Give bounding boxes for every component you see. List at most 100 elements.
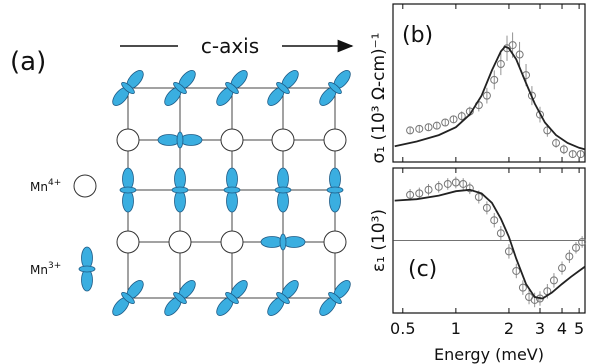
data-point	[459, 179, 468, 188]
ring	[173, 291, 187, 305]
mn4-ion	[116, 230, 140, 254]
data-point	[406, 126, 415, 135]
data-point	[504, 247, 513, 256]
y-axis-label: σ₁ (10³ Ω-cm)⁻¹	[369, 33, 389, 164]
ring	[121, 81, 135, 95]
ring	[225, 81, 239, 95]
data-point	[568, 150, 577, 159]
ring	[328, 291, 342, 305]
panel-label: (c)	[408, 257, 437, 282]
mn4-ion	[220, 230, 244, 254]
mn4-ion	[116, 128, 140, 152]
data-point	[490, 75, 499, 84]
ring	[326, 186, 344, 194]
data-point	[441, 118, 450, 127]
ring	[225, 291, 239, 305]
data-point	[449, 115, 458, 124]
mn3-orbital	[326, 167, 344, 213]
data-point	[576, 150, 585, 159]
ring	[276, 291, 290, 305]
data-point	[457, 112, 466, 121]
data-point	[496, 60, 505, 69]
axis-label: c-axis	[201, 34, 259, 58]
mn4-ion	[271, 128, 295, 152]
plot: σ₁ (10³ Ω-cm)⁻¹ (b)	[369, 3, 586, 164]
data-point	[512, 266, 521, 275]
mn4-ion	[73, 174, 97, 198]
data-point	[406, 190, 415, 199]
legend-label: Mn3+	[30, 261, 61, 277]
x-tick-label: 4	[557, 319, 567, 338]
ring	[171, 186, 189, 194]
data-point	[432, 121, 441, 130]
data-point	[451, 178, 460, 187]
x-axis-label: Energy (meV)	[434, 345, 544, 364]
mn3-orbital	[319, 70, 351, 106]
mn3-orbital	[319, 280, 351, 316]
mn3-orbital	[157, 131, 203, 149]
data-point	[558, 264, 567, 273]
ring	[223, 186, 241, 194]
x-tick-label: 0.5	[390, 319, 415, 338]
x-tick-label: 3	[535, 319, 545, 338]
charge: 4+	[48, 178, 61, 188]
data-point	[559, 145, 568, 154]
mn3-orbital	[267, 70, 299, 106]
legend-label: Mn4+	[30, 178, 61, 194]
data-point	[549, 276, 558, 285]
data-point	[424, 123, 433, 132]
data-point	[424, 185, 433, 194]
y-axis-label: ε₁ (10³)	[369, 209, 389, 272]
mn3-orbital	[260, 233, 306, 251]
charge: 3+	[48, 261, 61, 271]
x-tick-label: 5	[574, 319, 584, 338]
panel-label: (a)	[10, 47, 46, 77]
plot: 0.5 1 2 3 4 5 Energy (meV) ε₁ (10³) (c)	[369, 167, 587, 364]
data-point	[515, 50, 524, 59]
data-point	[434, 182, 443, 191]
ring	[78, 265, 96, 273]
mn4-ion	[220, 128, 244, 152]
data-point	[578, 237, 587, 246]
ring	[328, 81, 342, 95]
x-tick-label: 2	[504, 319, 514, 338]
lattice-diagram: (a) c-axis Mn4+ Mn3+	[10, 34, 354, 316]
mn3-orbital	[119, 167, 137, 213]
x-tick-label: 1	[451, 319, 461, 338]
mn3-orbital	[112, 280, 144, 316]
data-point	[443, 179, 452, 188]
data-point	[496, 229, 505, 238]
data-point	[565, 252, 574, 261]
panel-label: (b)	[402, 23, 433, 48]
data-point	[552, 139, 561, 148]
mn3-orbital	[274, 167, 292, 213]
mn3-orbital	[223, 167, 241, 213]
mn3-orbital	[112, 70, 144, 106]
data-point	[415, 189, 424, 198]
mn3-orbital	[164, 280, 196, 316]
ring	[279, 233, 287, 251]
mn4-ion	[323, 230, 347, 254]
mn4-ion	[323, 128, 347, 152]
mn3-orbital	[267, 280, 299, 316]
ring	[176, 131, 184, 149]
data-point	[571, 243, 580, 252]
mn3-orbital	[164, 70, 196, 106]
mn3-orbital	[216, 70, 248, 106]
data-point	[535, 110, 544, 119]
ion: Mn	[30, 263, 48, 277]
ring	[121, 291, 135, 305]
data-point	[490, 216, 499, 225]
ring	[173, 81, 187, 95]
mn4-ion	[168, 230, 192, 254]
data-point	[482, 91, 491, 100]
data-point	[415, 124, 424, 133]
fit-line	[394, 45, 586, 151]
data-point	[482, 203, 491, 212]
ring	[274, 186, 292, 194]
data-point	[518, 283, 527, 292]
plot-frame	[392, 3, 586, 163]
ion: Mn	[30, 180, 48, 194]
fit-line	[394, 188, 586, 300]
